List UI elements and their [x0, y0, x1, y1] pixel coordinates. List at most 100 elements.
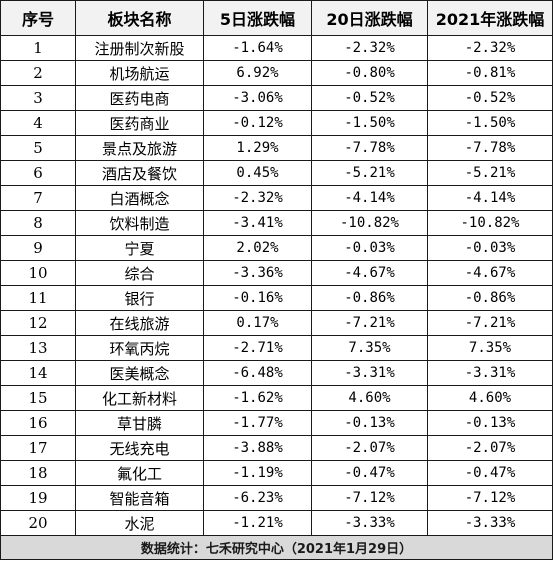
change-2021-cell: -3.33%: [427, 510, 553, 536]
row-index-cell: 1: [0, 35, 76, 61]
change-2021-cell: -0.03%: [427, 235, 553, 261]
table-row: 3 医药电商 -3.06% -0.52% -0.52%: [0, 85, 553, 111]
change-20day-cell: -3.31%: [311, 360, 428, 386]
row-index-cell: 15: [0, 385, 76, 411]
change-2021-cell: -0.81%: [427, 60, 553, 86]
change-20day-cell: 4.60%: [311, 385, 428, 411]
change-5day-cell: -2.32%: [203, 185, 312, 211]
sector-name-cell: 机场航运: [75, 60, 204, 86]
change-2021-cell: 4.60%: [427, 385, 553, 411]
row-index-cell: 4: [0, 110, 76, 136]
sector-name-cell: 化工新材料: [75, 385, 204, 411]
row-index-cell: 17: [0, 435, 76, 461]
change-2021-cell: 7.35%: [427, 335, 553, 361]
sector-name-cell: 酒店及餐饮: [75, 160, 204, 186]
change-2021-cell: -7.12%: [427, 485, 553, 511]
table-body: 1 注册制次新股 -1.64% -2.32% -2.32% 2 机场航运 6.92% -0.80…: [0, 35, 553, 536]
table-row: 12 在线旅游 0.17% -7.21% -7.21%: [0, 310, 553, 336]
row-index-cell: 3: [0, 85, 76, 111]
change-2021-cell: -0.52%: [427, 85, 553, 111]
row-index-cell: 13: [0, 335, 76, 361]
change-5day-cell: -2.71%: [203, 335, 312, 361]
table-row: 5 景点及旅游 1.29% -7.78% -7.78%: [0, 135, 553, 161]
change-20day-cell: -7.12%: [311, 485, 428, 511]
change-5day-cell: -3.88%: [203, 435, 312, 461]
change-20day-cell: -3.33%: [311, 510, 428, 536]
change-5day-cell: 0.17%: [203, 310, 312, 336]
header-20day-change: 20日涨跌幅: [311, 0, 428, 36]
row-index-cell: 2: [0, 60, 76, 86]
row-index-cell: 20: [0, 510, 76, 536]
change-20day-cell: -10.82%: [311, 210, 428, 236]
change-5day-cell: -1.21%: [203, 510, 312, 536]
source-note: 数据统计：七禾研究中心（2021年1月29日）: [0, 535, 553, 560]
table-row: 16 草甘膦 -1.77% -0.13% -0.13%: [0, 410, 553, 436]
change-5day-cell: 0.45%: [203, 160, 312, 186]
sector-name-cell: 水泥: [75, 510, 204, 536]
change-5day-cell: -0.12%: [203, 110, 312, 136]
table-row: 19 智能音箱 -6.23% -7.12% -7.12%: [0, 485, 553, 511]
table-row: 1 注册制次新股 -1.64% -2.32% -2.32%: [0, 35, 553, 61]
change-5day-cell: -1.19%: [203, 460, 312, 486]
sector-name-cell: 饮料制造: [75, 210, 204, 236]
sector-name-cell: 银行: [75, 285, 204, 311]
sector-name-cell: 氟化工: [75, 460, 204, 486]
table-row: 17 无线充电 -3.88% -2.07% -2.07%: [0, 435, 553, 461]
change-5day-cell: -1.62%: [203, 385, 312, 411]
header-index: 序号: [0, 0, 76, 36]
change-20day-cell: -7.21%: [311, 310, 428, 336]
header-5day-change: 5日涨跌幅: [203, 0, 312, 36]
change-5day-cell: -3.36%: [203, 260, 312, 286]
table-row: 8 饮料制造 -3.41% -10.82% -10.82%: [0, 210, 553, 236]
change-2021-cell: -2.07%: [427, 435, 553, 461]
sector-name-cell: 白酒概念: [75, 185, 204, 211]
sector-name-cell: 智能音箱: [75, 485, 204, 511]
header-row: 序号 板块名称 5日涨跌幅 20日涨跌幅 2021年涨跌幅: [0, 0, 553, 36]
change-20day-cell: -0.03%: [311, 235, 428, 261]
change-5day-cell: -6.23%: [203, 485, 312, 511]
change-2021-cell: -3.31%: [427, 360, 553, 386]
change-2021-cell: -5.21%: [427, 160, 553, 186]
table-row: 7 白酒概念 -2.32% -4.14% -4.14%: [0, 185, 553, 211]
table-row: 14 医美概念 -6.48% -3.31% -3.31%: [0, 360, 553, 386]
change-20day-cell: -0.80%: [311, 60, 428, 86]
row-index-cell: 14: [0, 360, 76, 386]
change-5day-cell: -0.16%: [203, 285, 312, 311]
row-index-cell: 5: [0, 135, 76, 161]
row-index-cell: 12: [0, 310, 76, 336]
change-20day-cell: -0.86%: [311, 285, 428, 311]
row-index-cell: 16: [0, 410, 76, 436]
table-row: 4 医药商业 -0.12% -1.50% -1.50%: [0, 110, 553, 136]
table-row: 2 机场航运 6.92% -0.80% -0.81%: [0, 60, 553, 86]
change-5day-cell: -3.41%: [203, 210, 312, 236]
table-row: 18 氟化工 -1.19% -0.47% -0.47%: [0, 460, 553, 486]
sector-name-cell: 医美概念: [75, 360, 204, 386]
table-row: 15 化工新材料 -1.62% 4.60% 4.60%: [0, 385, 553, 411]
sector-name-cell: 无线充电: [75, 435, 204, 461]
change-2021-cell: -7.21%: [427, 310, 553, 336]
change-20day-cell: -5.21%: [311, 160, 428, 186]
change-2021-cell: -0.47%: [427, 460, 553, 486]
header-2021-change: 2021年涨跌幅: [427, 0, 553, 36]
change-20day-cell: -2.07%: [311, 435, 428, 461]
sector-name-cell: 医药商业: [75, 110, 204, 136]
row-index-cell: 7: [0, 185, 76, 211]
table-row: 9 宁夏 2.02% -0.03% -0.03%: [0, 235, 553, 261]
change-2021-cell: -4.14%: [427, 185, 553, 211]
change-5day-cell: -1.64%: [203, 35, 312, 61]
change-20day-cell: -0.13%: [311, 410, 428, 436]
change-20day-cell: 7.35%: [311, 335, 428, 361]
change-20day-cell: -0.52%: [311, 85, 428, 111]
change-2021-cell: -10.82%: [427, 210, 553, 236]
change-20day-cell: -2.32%: [311, 35, 428, 61]
row-index-cell: 19: [0, 485, 76, 511]
sector-name-cell: 综合: [75, 260, 204, 286]
change-2021-cell: -0.13%: [427, 410, 553, 436]
sector-name-cell: 在线旅游: [75, 310, 204, 336]
sector-name-cell: 医药电商: [75, 85, 204, 111]
change-2021-cell: -2.32%: [427, 35, 553, 61]
header-sector-name: 板块名称: [75, 0, 204, 36]
change-5day-cell: -6.48%: [203, 360, 312, 386]
change-2021-cell: -4.67%: [427, 260, 553, 286]
change-5day-cell: -1.77%: [203, 410, 312, 436]
